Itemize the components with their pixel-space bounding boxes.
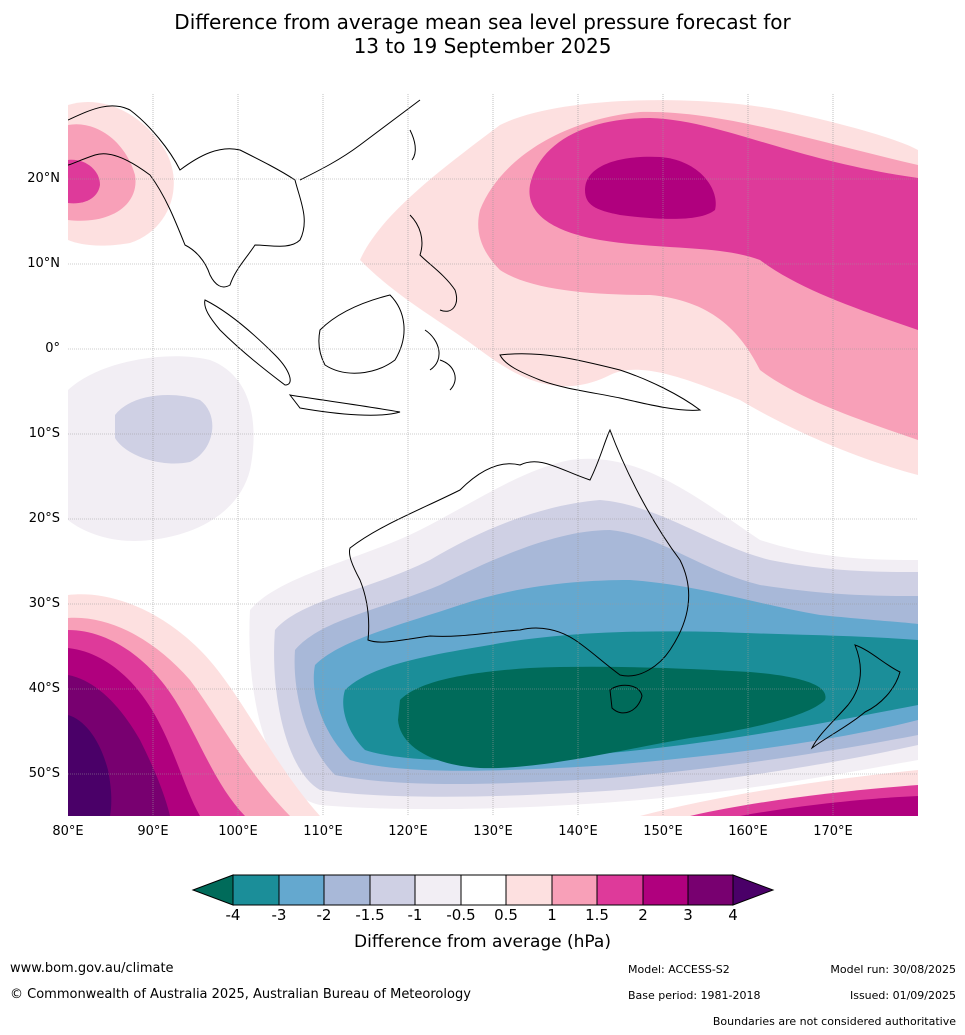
colorbar-bin [232, 874, 280, 906]
colorbar-bin [687, 874, 734, 906]
colorbar-label: -2 [316, 906, 332, 924]
lat-tick-10s: 10°S [28, 426, 60, 441]
coastline-philippines [409, 214, 457, 312]
lon-tick-150e: 150°E [643, 824, 683, 839]
lat-tick-0: 0° [45, 341, 60, 356]
anomaly-contour-pos-se-2 [740, 796, 918, 816]
lat-tick-30s: 30°S [28, 596, 60, 611]
colorbar-label: 2 [638, 906, 648, 924]
lat-tick-40s: 40°S [28, 681, 60, 696]
lon-tick-110e: 110°E [303, 824, 343, 839]
lat-tick-20s: 20°S [28, 511, 60, 526]
footer-copyright: © Commonwealth of Australia 2025, Austra… [10, 987, 471, 1002]
colorbar-label: 0.5 [494, 906, 518, 924]
anomaly-contour-pos-4-sw [68, 715, 112, 816]
coastline-tasmania [609, 684, 643, 714]
colorbar-bin [460, 874, 507, 906]
colorbar-bin [505, 874, 553, 906]
anomaly-contour-neg-4-south [398, 666, 826, 769]
colorbar-label: 1.5 [585, 906, 609, 924]
lon-tick-130e: 130°E [473, 824, 513, 839]
lon-tick-170e: 170°E [813, 824, 853, 839]
coastline-new-zealand [810, 644, 901, 750]
lat-tick-20n: 20°N [27, 171, 60, 186]
colorbar-label: -3 [271, 906, 287, 924]
lon-tick-160e: 160°E [728, 824, 768, 839]
colorbar-bin [642, 874, 689, 906]
coastline-borneo [318, 294, 405, 374]
colorbar-label: -0.5 [446, 906, 476, 924]
title-line-1: Difference from average mean sea level p… [174, 10, 791, 34]
coastline-sumatra [204, 299, 291, 386]
footer-issued: Issued: 01/09/2025 [849, 989, 956, 1002]
colorbar-extend-high [732, 874, 775, 906]
lat-tick-50s: 50°S [28, 766, 60, 781]
colorbar-extend-low [191, 874, 234, 906]
graticule [68, 94, 918, 816]
colorbar-label: 1 [547, 906, 557, 924]
footer-disclaimer: Boundaries are not considered authoritat… [712, 1015, 956, 1028]
lon-tick-80e: 80°E [52, 824, 84, 839]
colorbar-label: -1 [407, 906, 423, 924]
colorbar-bin [278, 874, 325, 906]
chart-title: Difference from average mean sea level p… [0, 10, 965, 58]
colorbar-bin [551, 874, 598, 906]
colorbar-title: Difference from average (hPa) [354, 932, 611, 952]
lon-tick-90e: 90°E [137, 824, 169, 839]
colorbar-label: 4 [728, 906, 738, 924]
title-line-2: 13 to 19 September 2025 [353, 34, 612, 58]
colorbar-label: -1.5 [355, 906, 385, 924]
lon-tick-100e: 100°E [218, 824, 258, 839]
lat-tick-10n: 10°N [27, 256, 60, 271]
footer-base-period: Base period: 1981-2018 [628, 989, 761, 1002]
anomaly-contour-pos-2-north [585, 156, 716, 219]
coastline-java [288, 394, 401, 416]
lon-tick-120e: 120°E [388, 824, 428, 839]
colorbar-bin [369, 874, 416, 906]
colorbar-bin [596, 874, 644, 906]
footer-model: Model: ACCESS-S2 [628, 963, 730, 976]
colorbar-label: -4 [225, 906, 241, 924]
colorbar [191, 874, 775, 906]
coastline-australia [349, 428, 690, 677]
colorbar-label: 3 [683, 906, 693, 924]
footer-url: www.bom.gov.au/climate [10, 961, 174, 976]
colorbar-bin [323, 874, 371, 906]
footer-model-run: Model run: 30/08/2025 [830, 963, 956, 976]
lon-tick-140e: 140°E [558, 824, 598, 839]
coastline-new-guinea [499, 353, 702, 411]
coastline-asia-mainland [68, 105, 305, 288]
coastlines [68, 99, 901, 750]
colorbar-bin [414, 874, 462, 906]
anomaly-contour-neg-1-indian [115, 395, 213, 464]
coastline-china-east [299, 99, 421, 181]
coastline-taiwan [409, 129, 416, 161]
coastline-sulawesi [424, 329, 456, 391]
anomaly-contour-pos-nw-1.5 [68, 159, 100, 204]
